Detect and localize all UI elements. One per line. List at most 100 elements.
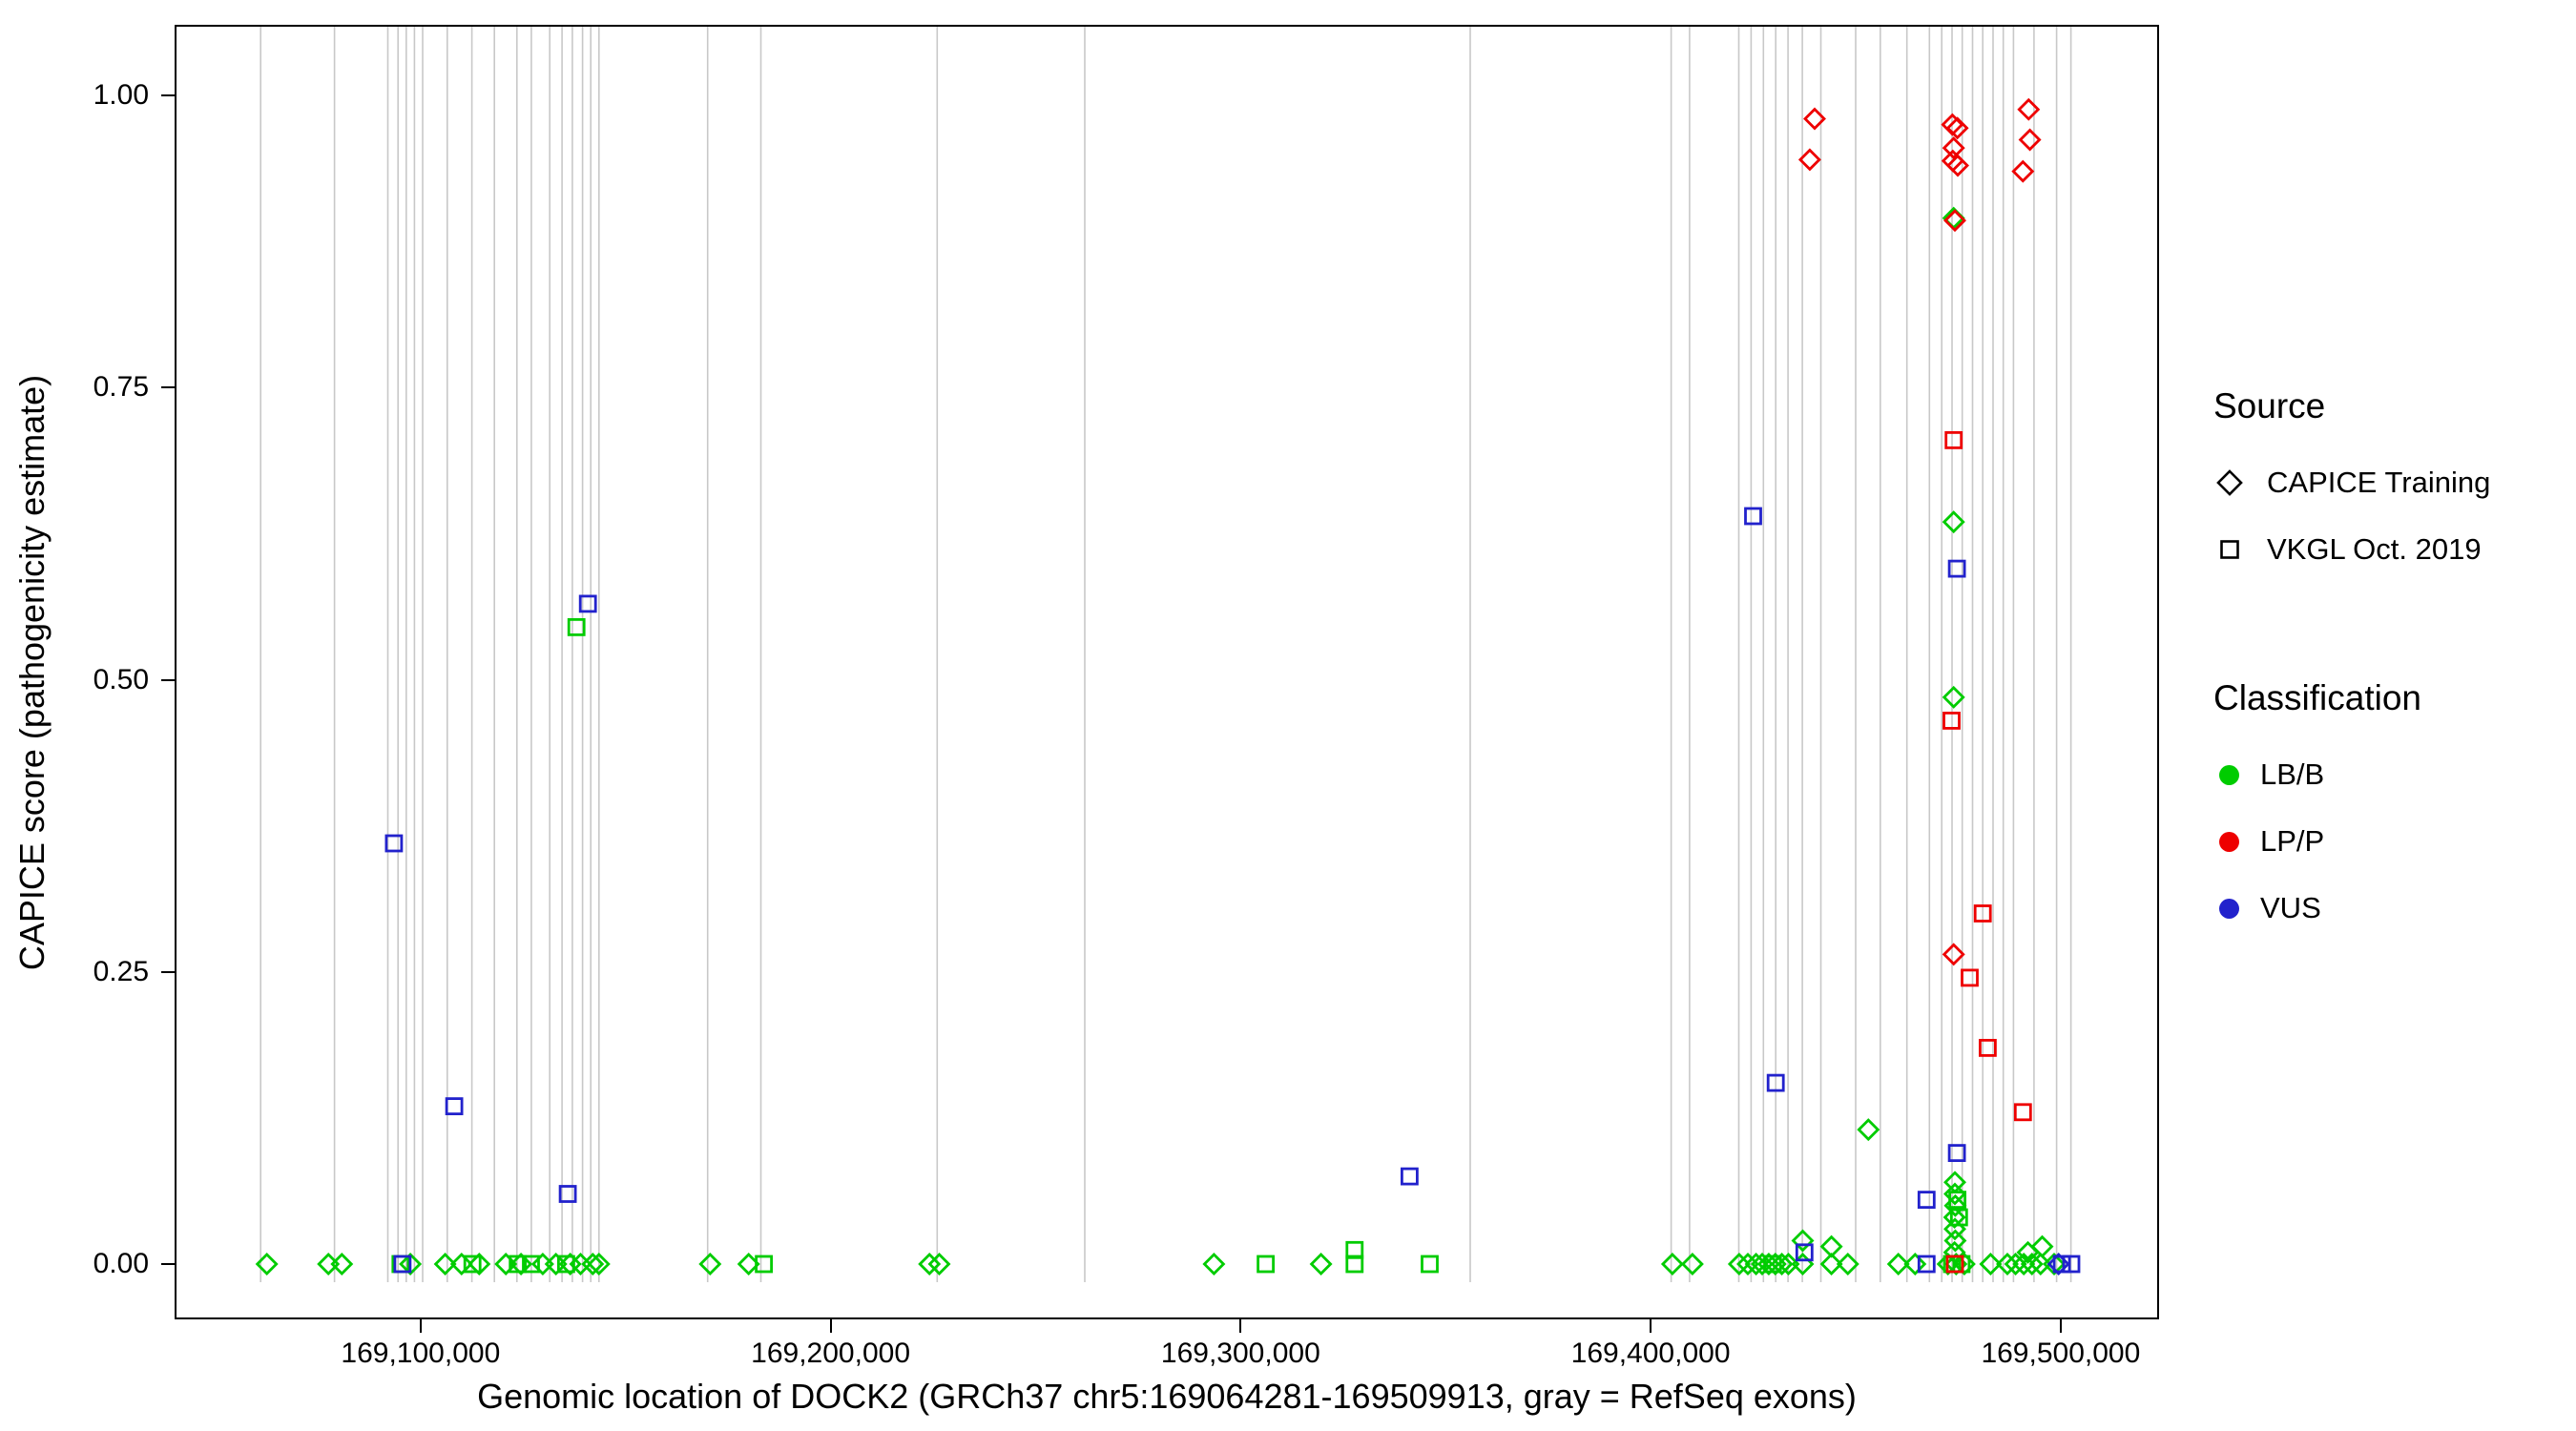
data-point bbox=[330, 1253, 354, 1275]
data-point bbox=[522, 1255, 540, 1274]
data-point bbox=[927, 1253, 951, 1275]
legend-section-classification: Classification LB/B LP/P VUS bbox=[2213, 678, 2566, 942]
legend-item-lpp: LP/P bbox=[2213, 808, 2566, 875]
y-tick-label: 0.75 bbox=[93, 371, 149, 404]
data-point bbox=[1202, 1253, 1226, 1275]
data-point bbox=[433, 1253, 457, 1275]
y-tick-label: 0.00 bbox=[93, 1248, 149, 1279]
legend-item-label: LP/P bbox=[2260, 824, 2325, 858]
data-point bbox=[1770, 1253, 1794, 1275]
data-point bbox=[918, 1253, 942, 1275]
data-point bbox=[1943, 209, 1966, 233]
data-point bbox=[1257, 1255, 1275, 1274]
data-point bbox=[1680, 1253, 1704, 1275]
x-tick-mark bbox=[419, 1319, 422, 1333]
data-point bbox=[255, 1253, 279, 1275]
data-point bbox=[1979, 1253, 2003, 1275]
data-point bbox=[2011, 159, 2035, 183]
data-point bbox=[1917, 1255, 1936, 1274]
legend-source-title: Source bbox=[2213, 386, 2326, 425]
data-point bbox=[1917, 1191, 1936, 1209]
data-point bbox=[1942, 136, 1965, 160]
data-point bbox=[1797, 148, 1821, 172]
data-point bbox=[1996, 1253, 2019, 1275]
diamond-icon bbox=[2216, 469, 2243, 496]
data-point bbox=[1942, 943, 1965, 966]
data-point bbox=[1973, 904, 1992, 923]
data-point bbox=[2062, 1255, 2081, 1274]
data-point bbox=[445, 1097, 464, 1115]
data-point bbox=[2018, 128, 2042, 152]
y-tick-label: 0.50 bbox=[93, 663, 149, 695]
data-point bbox=[393, 1255, 412, 1274]
green-dot-icon bbox=[2219, 764, 2239, 785]
data-point bbox=[1819, 1253, 1843, 1275]
data-point bbox=[556, 1255, 575, 1274]
data-point bbox=[467, 1253, 491, 1275]
x-tick-label: 169,200,000 bbox=[751, 1338, 911, 1369]
legend: Source CAPICE Training VKGL Oct. 2019 Cl… bbox=[2213, 386, 2566, 1037]
x-tick-mark bbox=[829, 1319, 832, 1333]
x-tick-mark bbox=[1239, 1319, 1242, 1333]
data-point bbox=[2043, 1253, 2066, 1275]
data-point bbox=[1795, 1243, 1814, 1262]
data-point bbox=[1744, 507, 1762, 526]
x-tick-mark bbox=[2059, 1319, 2062, 1333]
y-tick-label: 0.25 bbox=[93, 955, 149, 987]
legend-classification-title: Classification bbox=[2213, 678, 2421, 717]
legend-item-label: VKGL Oct. 2019 bbox=[2267, 532, 2482, 566]
data-point bbox=[1421, 1255, 1439, 1274]
legend-item-label: VUS bbox=[2260, 891, 2321, 924]
data-point bbox=[587, 1253, 611, 1275]
data-point bbox=[494, 1253, 518, 1275]
y-tick-mark bbox=[161, 678, 175, 681]
x-tick-label: 169,400,000 bbox=[1570, 1338, 1731, 1369]
legend-item-capice-training: CAPICE Training bbox=[2213, 449, 2566, 516]
legend-item-vus: VUS bbox=[2213, 875, 2566, 942]
data-point bbox=[2046, 1253, 2070, 1275]
data-point bbox=[1857, 1118, 1880, 1142]
legend-item-label: LB/B bbox=[2260, 757, 2325, 791]
data-point bbox=[1943, 1182, 1966, 1206]
data-point bbox=[2030, 1234, 2054, 1258]
data-point bbox=[1979, 1039, 1997, 1057]
panel-border bbox=[175, 25, 2159, 1319]
data-point bbox=[2013, 1103, 2032, 1122]
data-point bbox=[1766, 1073, 1785, 1092]
data-point bbox=[567, 618, 586, 636]
legend-section-source: Source CAPICE Training VKGL Oct. 2019 bbox=[2213, 386, 2566, 583]
data-point bbox=[2004, 1253, 2027, 1275]
data-point bbox=[1942, 685, 1965, 709]
y-tick-mark bbox=[161, 94, 175, 96]
data-point bbox=[1401, 1167, 1419, 1186]
data-point bbox=[509, 1253, 533, 1275]
data-point bbox=[698, 1253, 722, 1275]
data-point bbox=[1727, 1253, 1751, 1275]
legend-item-label: CAPICE Training bbox=[2267, 466, 2491, 499]
legend-item-vkgl: VKGL Oct. 2019 bbox=[2213, 516, 2566, 583]
data-point bbox=[1819, 1234, 1843, 1258]
data-point bbox=[509, 1255, 528, 1274]
data-point bbox=[1886, 1253, 1910, 1275]
legend-item-lbb: LB/B bbox=[2213, 741, 2566, 808]
y-tick-mark bbox=[161, 1263, 175, 1265]
data-point bbox=[1961, 968, 1979, 987]
data-point bbox=[1942, 1206, 1966, 1229]
red-dot-icon bbox=[2219, 831, 2239, 852]
x-tick-mark bbox=[1650, 1319, 1652, 1333]
y-tick-mark bbox=[161, 386, 175, 389]
data-point bbox=[463, 1255, 482, 1274]
data-point bbox=[578, 594, 597, 613]
data-point bbox=[1947, 559, 1966, 578]
data-point bbox=[755, 1255, 773, 1274]
data-point bbox=[1660, 1253, 1684, 1275]
data-point bbox=[449, 1253, 473, 1275]
data-point bbox=[1803, 107, 1826, 131]
data-point bbox=[1345, 1255, 1364, 1274]
x-tick-label: 169,300,000 bbox=[1160, 1338, 1320, 1369]
plot-panel bbox=[175, 25, 2159, 1319]
data-point bbox=[1949, 1208, 1968, 1227]
data-point bbox=[1942, 712, 1961, 730]
data-point bbox=[1946, 154, 1969, 177]
